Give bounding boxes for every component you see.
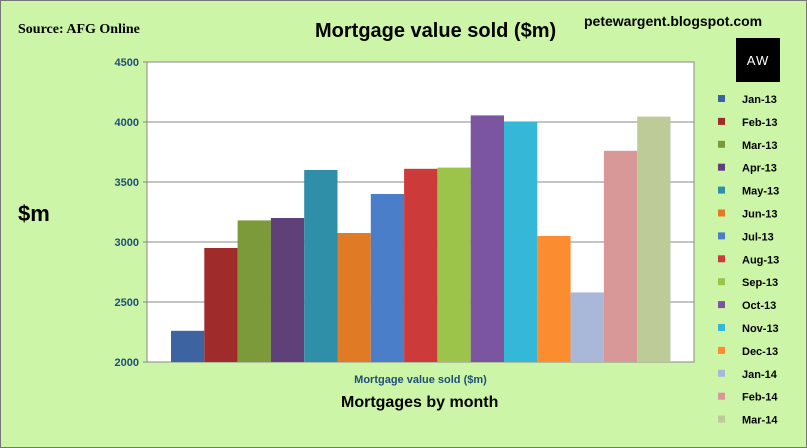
legend-label: Aug-13 xyxy=(742,254,779,266)
y-axis-label: $m xyxy=(18,201,50,226)
legend-label: Sep-13 xyxy=(742,277,778,289)
logo-text: AW xyxy=(746,52,770,68)
legend-label: Jun-13 xyxy=(742,209,777,221)
legend-swatch xyxy=(718,392,725,400)
legend-label: Mar-14 xyxy=(742,415,778,427)
legend-swatch xyxy=(718,369,725,377)
source-label: Source: AFG Online xyxy=(18,22,140,37)
bar xyxy=(171,330,205,362)
bar xyxy=(304,170,338,362)
legend-swatch xyxy=(718,209,725,217)
legend-label: Dec-13 xyxy=(742,346,778,358)
legend-swatch xyxy=(718,163,725,171)
legend-swatch xyxy=(718,301,725,309)
legend-label: Feb-14 xyxy=(742,392,778,404)
legend-label: Nov-13 xyxy=(742,323,779,335)
bar xyxy=(204,248,238,362)
bar xyxy=(404,168,438,362)
legend-swatch xyxy=(718,278,725,286)
y-tick-label: 2000 xyxy=(115,357,139,369)
legend-swatch xyxy=(718,95,725,102)
bar xyxy=(237,220,271,362)
legend-label: Jul-13 xyxy=(742,231,774,243)
legend-swatch xyxy=(718,186,725,194)
legend-swatch xyxy=(718,255,725,263)
y-tick-label: 4500 xyxy=(115,57,139,69)
y-tick-label: 3500 xyxy=(115,177,139,189)
legend-swatch xyxy=(718,140,725,148)
bar xyxy=(437,167,471,362)
bar xyxy=(337,233,371,362)
legend-swatch xyxy=(718,117,725,125)
x-axis-label: Mortgages by month xyxy=(341,394,499,411)
bar xyxy=(504,122,538,362)
legend-swatch xyxy=(718,346,725,354)
bar xyxy=(603,150,638,362)
chart-title: Mortgage value sold ($m) xyxy=(315,20,557,42)
bar xyxy=(637,116,671,362)
bar xyxy=(537,236,571,362)
legend-swatch xyxy=(718,415,725,423)
legend-label: Jan-14 xyxy=(742,369,778,381)
bar xyxy=(570,292,604,362)
category-label: Mortgage value sold ($m) xyxy=(354,374,487,386)
legend-label: Apr-13 xyxy=(742,163,777,175)
bar xyxy=(370,194,405,362)
legend-label: Mar-13 xyxy=(742,140,777,152)
legend-swatch xyxy=(718,324,725,331)
logo: AW xyxy=(736,38,780,82)
legend-label: Feb-13 xyxy=(742,117,777,129)
legend-label: Oct-13 xyxy=(742,300,776,312)
legend-swatch xyxy=(718,232,725,240)
legend-label: Jan-13 xyxy=(742,94,777,106)
bar xyxy=(470,115,504,363)
y-tick-label: 4000 xyxy=(115,117,139,129)
bar xyxy=(270,218,305,362)
y-tick-label: 3000 xyxy=(115,237,139,249)
legend-label: May-13 xyxy=(742,186,779,198)
blog-url: petewargent.blogspot.com xyxy=(584,13,763,29)
y-tick-label: 2500 xyxy=(115,297,139,309)
